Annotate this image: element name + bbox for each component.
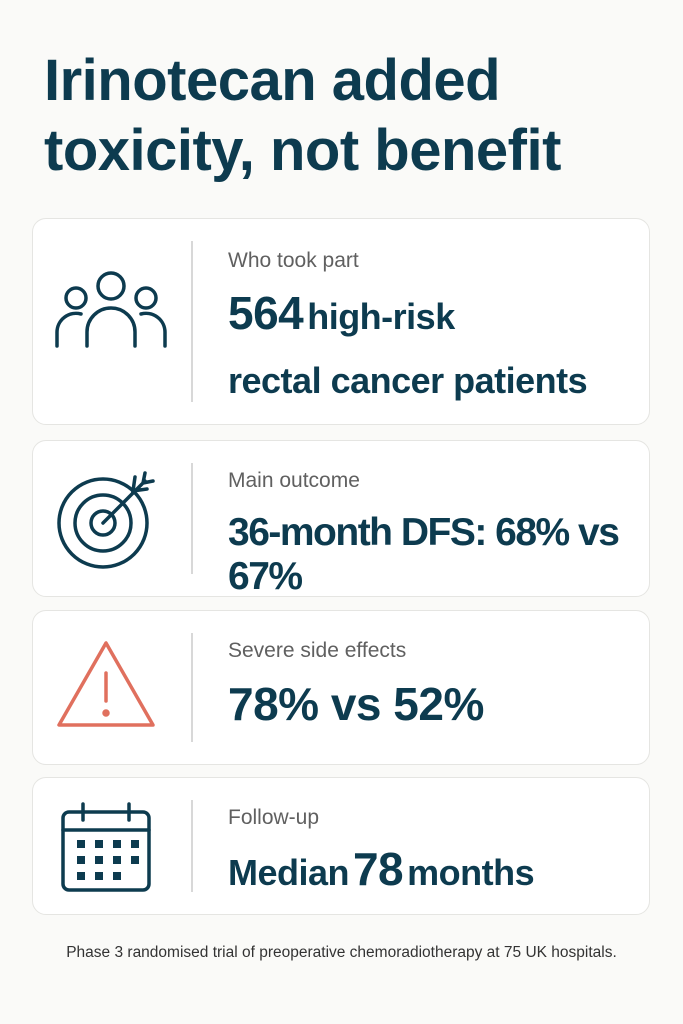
card-label: Severe side effects [228, 639, 407, 662]
title: Irinotecan added toxicity, not benefit [44, 48, 561, 183]
value-number: 78 [352, 843, 404, 895]
card-label: Who took part [228, 249, 359, 272]
card-value: 564 high-risk rectal cancer patients [228, 285, 648, 417]
card-label: Main outcome [228, 469, 360, 492]
card-value: 78% vs 52% [228, 678, 484, 730]
footnote: Phase 3 randomised trial of preoperative… [66, 944, 617, 961]
divider [191, 241, 193, 402]
value-text: rectal cancer patients [228, 360, 588, 401]
divider [191, 633, 193, 742]
divider [191, 463, 193, 574]
card-value: Median 78 months [228, 842, 535, 896]
card-value: 36-month DFS: 68% vs 67% [228, 511, 620, 598]
value-text: high-risk [307, 296, 455, 337]
people-icon [55, 271, 167, 348]
target-icon [57, 471, 155, 569]
value-number: 564 [228, 287, 304, 339]
card: Follow-up Median 78 months [32, 777, 650, 915]
card: Who took part 564 high-risk rectal cancer… [32, 218, 650, 425]
warning-icon [57, 641, 155, 727]
value-text: months [407, 852, 535, 893]
value-text: Median [228, 852, 350, 893]
calendar-icon [61, 802, 151, 892]
card: Severe side effects 78% vs 52% [32, 610, 650, 765]
card-label: Follow-up [228, 806, 320, 829]
divider [191, 800, 193, 892]
card: Main outcome 36-month DFS: 68% vs 67% [32, 440, 650, 598]
